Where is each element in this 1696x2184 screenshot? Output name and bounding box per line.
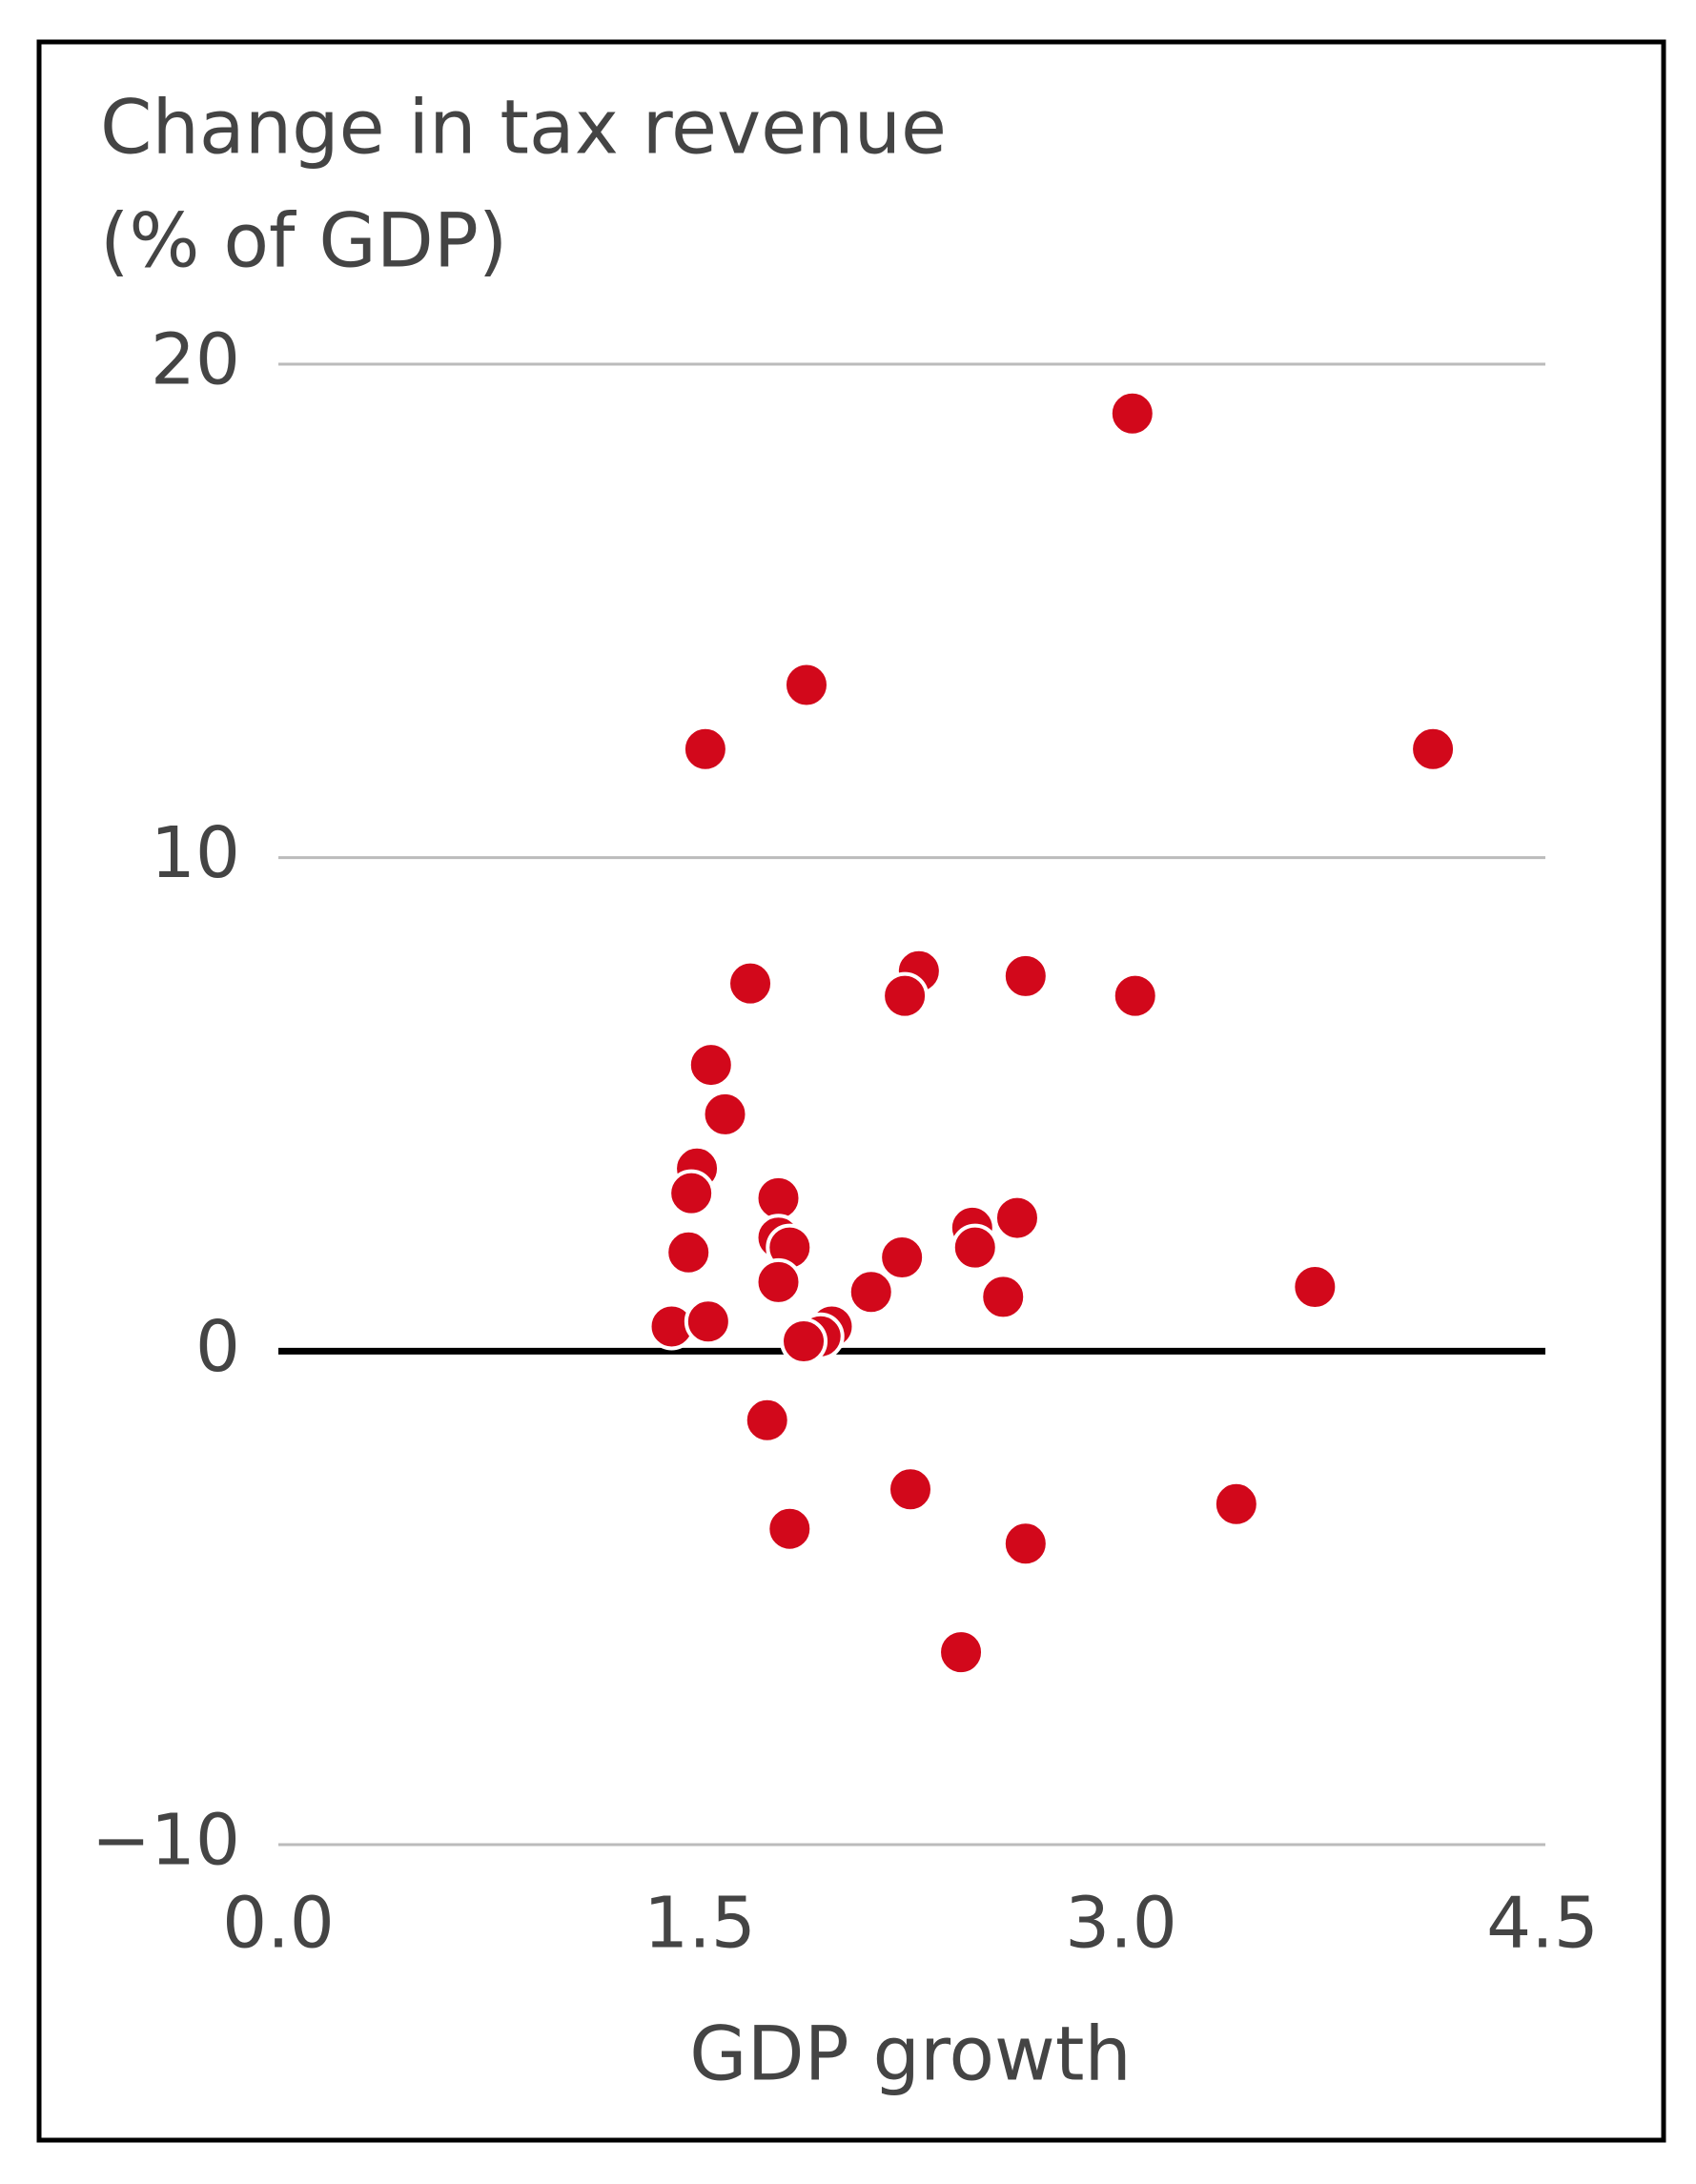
point [1212,1480,1260,1528]
point [881,971,930,1020]
point [1001,1520,1050,1568]
point [1001,951,1050,1000]
point [754,1174,803,1222]
chart-title: (% of GDP) [100,198,507,284]
point [743,1396,791,1444]
x-tick-label: 0.0 [222,1883,335,1965]
chart-title: Change in tax revenue [100,85,947,171]
point [664,1228,713,1276]
point [782,661,830,709]
x-axis-label: GDP growth [689,2011,1132,2097]
point [754,1257,803,1306]
x-tick-label: 1.5 [644,1883,756,1965]
point [681,725,729,773]
frame [36,39,1666,2143]
x-tick-label: 3.0 [1065,1883,1177,1965]
point [667,1169,716,1217]
point [726,959,775,1008]
point [1108,389,1156,438]
point [847,1268,895,1317]
x-tick-label: 4.5 [1486,1883,1599,1965]
point [878,1233,927,1281]
point [684,1297,732,1346]
point [937,1628,986,1677]
y-tick-label: 0 [195,1306,240,1388]
point [780,1317,828,1365]
point [686,1041,735,1090]
point [1111,971,1159,1020]
point [887,1465,934,1514]
point [1409,725,1458,773]
point [950,1223,999,1272]
y-tick-label: 20 [151,319,240,401]
y-tick-label: 10 [151,812,240,894]
point [766,1504,814,1553]
y-tick-label: −10 [92,1800,240,1882]
point [992,1194,1041,1242]
point [979,1273,1028,1321]
point [1291,1263,1339,1312]
point [701,1090,749,1138]
